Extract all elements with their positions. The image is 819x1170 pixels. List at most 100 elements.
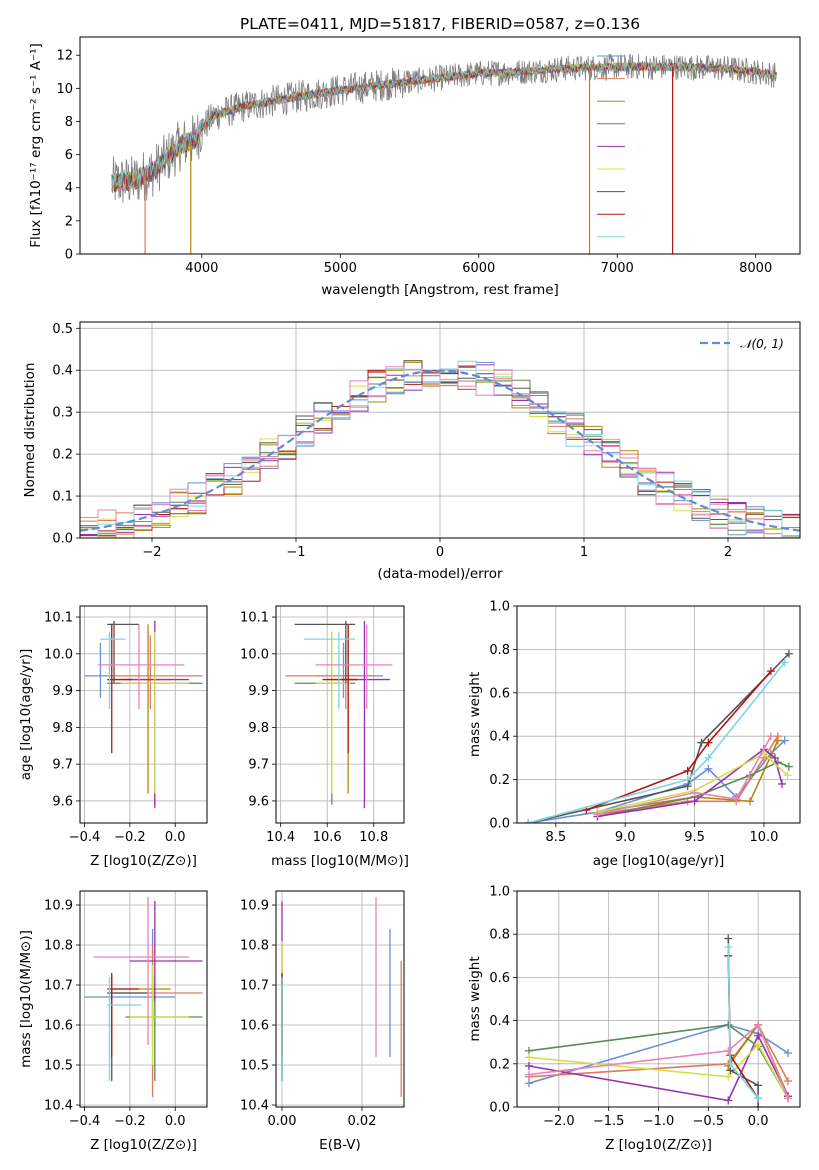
x-axis-label: mass [log10(M/M⊙)] (271, 853, 409, 869)
spectrum-panel: PLATE=0411, MJD=51817, FIBERID=0587, z=0… (28, 15, 801, 298)
x-tick-label: 0 (436, 545, 444, 560)
residuals-panel: −2 −1 0 1 2 0.0 0.1 0.2 0.3 0.4 0.5 (data-model)/er… (22, 321, 801, 582)
x-tick-label: 10.6 (313, 830, 342, 845)
x-tick-label: −0.4 (69, 1114, 101, 1129)
y-tick-label: 6 (65, 148, 73, 163)
x-tick-label: 1 (580, 545, 588, 560)
y-tick-label: 0.0 (52, 532, 73, 547)
y-tick-label: 12 (56, 49, 73, 64)
x-tick-label: 4000 (185, 261, 218, 276)
axes-frame (516, 890, 801, 1108)
y-tick-label: 10.1 (240, 611, 269, 626)
axes-frame (79, 36, 801, 255)
y-tick-label: 0.8 (489, 928, 510, 943)
x-tick-label: 5000 (324, 261, 357, 276)
x-tick-label: 0.0 (165, 1114, 186, 1129)
model-spectrum-line (111, 61, 777, 192)
y-tick-label: 8 (65, 115, 73, 130)
mass-weight-marker (754, 1081, 763, 1090)
mass-weight-marker (784, 1077, 793, 1086)
mass-weight-line (527, 653, 790, 823)
x-tick-label: −1 (286, 545, 305, 560)
y-tick-label: 10.0 (44, 647, 73, 662)
y-tick-label: 10.5 (44, 1059, 73, 1074)
y-tick-label: 0.4 (52, 364, 73, 379)
y-tick-label: 0.2 (489, 773, 510, 788)
grid-lines (80, 891, 207, 1107)
x-tick-label: 9.5 (684, 830, 705, 845)
mass-weight-line (528, 1043, 789, 1099)
residual-histogram (80, 366, 800, 538)
mass-weight-marker (777, 779, 786, 788)
mass-weight-marker (784, 762, 793, 771)
x-tick-label: −0.5 (693, 1114, 725, 1129)
y-tick-label: 10.1 (44, 611, 73, 626)
y-tick-label: 10.6 (44, 1019, 73, 1034)
grid-lines (80, 606, 207, 823)
x-tick-label: 0.0 (165, 830, 186, 845)
mass-weight-marker (754, 1020, 763, 1029)
mass-weight-marker (784, 1049, 793, 1057)
mass-weight-marker (754, 1103, 763, 1107)
y-tick-label: 0.0 (489, 817, 510, 832)
mass-weight-vs-age-panel: 8.5 9.0 9.5 10.0 0.0 0.2 0.4 0.6 0.8 1.0 age [log1… (467, 600, 801, 869)
mass-weight-marker (771, 753, 780, 762)
y-tick-label: 4 (65, 181, 73, 196)
y-tick-label: 9.7 (52, 758, 73, 773)
x-axis-label: Z [log10(Z/Z⊙)] (90, 853, 197, 869)
y-tick-label: 0.2 (489, 1057, 510, 1072)
mass-weight-marker (726, 1059, 735, 1068)
mass-weight-line (528, 1024, 789, 1084)
axes-frame (79, 890, 208, 1108)
mass-weight-marker (524, 1061, 533, 1070)
mass-weight-vs-metallicity-panel: −2.0 −1.5 −1.0 −0.5 0.0 0.0 0.2 0.4 0.6 0.8 1.0 Z [… (467, 885, 801, 1153)
axes-frame (275, 890, 405, 1108)
y-tick-label: 10.5 (240, 1059, 269, 1074)
x-tick-label: −0.2 (114, 830, 146, 845)
mass-weight-marker (724, 1046, 733, 1055)
mass-weight-marker (754, 1031, 763, 1040)
mass-weight-marker (780, 658, 789, 667)
plot-area (111, 53, 777, 254)
legend (597, 55, 625, 238)
x-axis-label: wavelength [Angstrom, rest frame] (321, 282, 559, 298)
y-tick-label: 10.8 (240, 939, 269, 954)
mass-weight-marker (593, 810, 602, 819)
normal-distribution-curve (80, 369, 800, 532)
y-tick-label: 1.0 (489, 885, 510, 900)
age-vs-metallicity-panel: −0.4 −0.2 0.0 9.6 9.7 9.8 9.9 10.0 10.1 Z [log10(… (18, 605, 208, 869)
mass-weight-marker (724, 934, 733, 943)
x-tick-label: −0.4 (69, 830, 101, 845)
y-tick-label: 10.7 (44, 979, 73, 994)
x-tick-label: 10.0 (749, 830, 778, 845)
x-tick-label: 0.02 (348, 1114, 377, 1129)
plot-area (80, 360, 800, 538)
model-spectrum-line (111, 61, 777, 191)
mass-weight-line (597, 740, 779, 813)
mass-weight-marker (746, 797, 755, 806)
mass-weight-marker (704, 753, 713, 762)
mass-weight-marker (773, 736, 782, 745)
x-tick-label: 7000 (601, 261, 634, 276)
y-tick-label: 10.4 (44, 1099, 73, 1114)
x-axis-label: Z [log10(Z/Z⊙)] (90, 1137, 197, 1153)
x-tick-label: −0.2 (114, 1114, 146, 1129)
mass-weight-marker (524, 1053, 533, 1062)
plot-area (84, 897, 203, 1097)
mass-weight-marker (724, 1020, 733, 1029)
x-tick-label: −2.0 (543, 1114, 575, 1129)
x-tick-label: 0.0 (748, 1114, 769, 1129)
y-tick-label: 0.5 (52, 322, 73, 337)
y-tick-label: 10.8 (44, 939, 73, 954)
plot-area (84, 620, 203, 809)
legend-label: 𝒩(0, 1) (740, 337, 784, 351)
y-axis-label: Normed distribution (22, 363, 38, 498)
mass-weight-marker (690, 797, 699, 806)
mass-weight-marker (754, 1040, 763, 1049)
y-tick-label: 9.7 (248, 758, 269, 773)
mass-vs-metallicity-panel: −0.4 −0.2 0.0 10.4 10.5 10.6 10.7 10.8 10.9 Z [lo… (18, 890, 208, 1153)
x-tick-label: 8000 (739, 261, 772, 276)
y-tick-label: 9.6 (52, 794, 73, 809)
plot-area (524, 934, 793, 1107)
y-tick-label: 9.8 (52, 721, 73, 736)
